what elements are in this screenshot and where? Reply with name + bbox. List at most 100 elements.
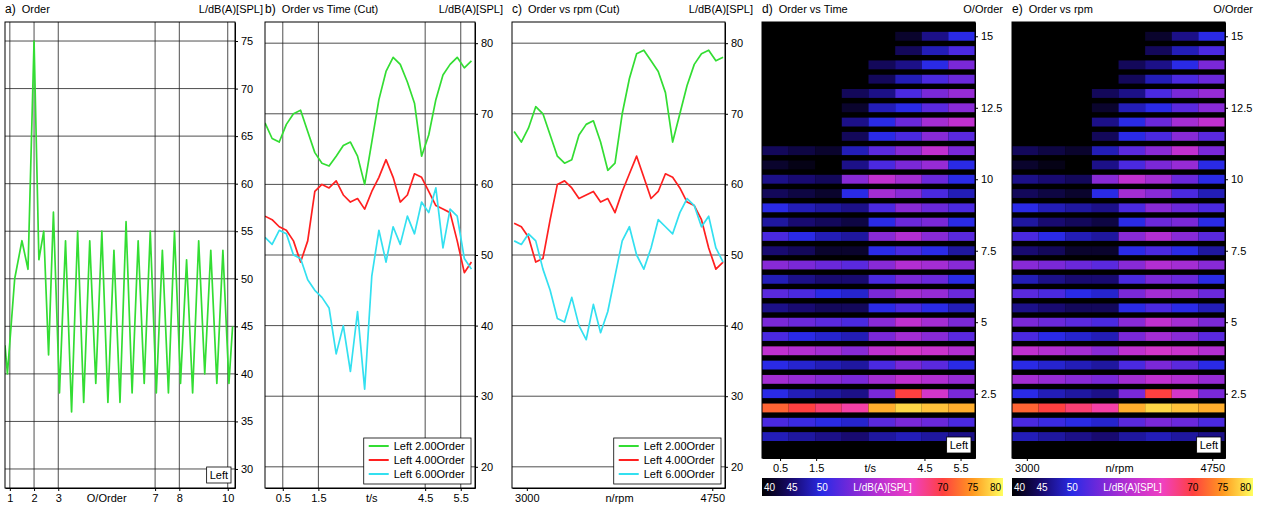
tick-label: 4750: [1201, 462, 1225, 474]
tick: 0.5: [773, 458, 788, 474]
tick-label: 70: [731, 108, 743, 120]
heat-cell: [948, 60, 975, 69]
panel-label: b): [265, 2, 276, 16]
heat-cell: [1092, 46, 1119, 55]
legend-label: Left 4.00Order: [394, 454, 465, 466]
heat-cell: [762, 375, 789, 384]
heat-cell: [842, 361, 869, 370]
heat-cell: [762, 203, 789, 212]
heat-cell: [1012, 275, 1039, 284]
heat-cell: [1145, 361, 1172, 370]
annotation: Left: [1197, 437, 1221, 453]
heat-cell: [1012, 161, 1039, 170]
heat-cell: [1145, 418, 1172, 427]
heat-cell: [842, 203, 869, 212]
heat-cell: [815, 103, 842, 112]
heat-cell: [842, 418, 869, 427]
heat-cell: [789, 118, 816, 127]
heat-cell: [1012, 175, 1039, 184]
heat-cell: [948, 375, 975, 384]
tick-mark: [1225, 36, 1228, 37]
tick: 60: [475, 178, 493, 190]
tick-label: 20: [731, 461, 743, 473]
heat-cell: [1145, 432, 1172, 441]
heat-cell: [869, 246, 896, 255]
plot-frame: [265, 22, 475, 488]
heat-cell: [895, 375, 922, 384]
tick-label: 10: [981, 173, 993, 185]
heat-cell: [922, 261, 949, 270]
heat-cell: [762, 432, 789, 441]
tick: 3000: [1015, 458, 1039, 474]
heat-cell: [895, 218, 922, 227]
heat-cell: [762, 289, 789, 298]
heat-cell: [762, 246, 789, 255]
tick: 2.5: [1225, 388, 1246, 400]
heat-cell: [1119, 303, 1146, 312]
tick-mark: [1225, 251, 1228, 252]
heat-cell: [948, 161, 975, 170]
heat-cell: [1119, 346, 1146, 355]
heat-cell: [1012, 375, 1039, 384]
heat-cell: [1039, 118, 1066, 127]
tick-label: 0.5: [276, 492, 291, 504]
heat-cell: [1198, 89, 1225, 98]
heat-cell: [895, 346, 922, 355]
heat-cell: [842, 46, 869, 55]
marks: [514, 50, 723, 339]
heat-cell: [1172, 375, 1199, 384]
heat-cell: [1198, 375, 1225, 384]
heat-cell: [1065, 46, 1092, 55]
heat-cell: [948, 389, 975, 398]
plot-background: [1012, 22, 1225, 458]
axis-line: [235, 23, 236, 489]
heat-cell: [895, 189, 922, 198]
heat-cell: [1172, 161, 1199, 170]
heat-cell: [1039, 60, 1066, 69]
heat-cell: [1039, 189, 1066, 198]
tick-label: 70: [241, 83, 253, 95]
heat-cell: [1065, 346, 1092, 355]
heat-cell: [762, 189, 789, 198]
heat-cell: [1172, 275, 1199, 284]
heat-cell: [1198, 161, 1225, 170]
tick-mark: [475, 43, 478, 44]
heat-cell: [1039, 432, 1066, 441]
tick-mark: [58, 488, 59, 491]
grid-line: [5, 231, 235, 232]
tick: 1.5: [311, 488, 326, 504]
tick-mark: [725, 326, 728, 327]
chart-title: Order vs rpm: [1029, 3, 1093, 15]
heat-cell: [948, 118, 975, 127]
heat-cell: [1119, 361, 1146, 370]
heat-cell: [1172, 60, 1199, 69]
heat-cell: [948, 89, 975, 98]
colorbar-strip: [1012, 478, 1253, 496]
heat-cell: [1198, 103, 1225, 112]
tick: 7.5: [1225, 245, 1246, 257]
heat-cell: [895, 75, 922, 84]
heat-cell: [815, 375, 842, 384]
heat-cell: [1065, 203, 1092, 212]
heat-cell: [762, 118, 789, 127]
grid-line: [5, 88, 235, 89]
heat-cell: [1198, 275, 1225, 284]
tick-mark: [235, 374, 238, 375]
heat-cell: [895, 261, 922, 270]
data-line: [514, 156, 723, 269]
heat-cell: [1092, 246, 1119, 255]
heat-cell: [1012, 103, 1039, 112]
tick: 70: [475, 108, 493, 120]
heat-cell: [1092, 175, 1119, 184]
heat-cell: [1119, 146, 1146, 155]
heat-cell: [1119, 60, 1146, 69]
heat-cell: [1119, 404, 1146, 413]
tick-label: 65: [241, 130, 253, 142]
heat-cell: [1039, 89, 1066, 98]
heat-cell: [1039, 32, 1066, 41]
grid-line: [227, 22, 228, 488]
heat-cell: [1198, 232, 1225, 241]
tick-mark: [1212, 458, 1213, 461]
heat-cell: [1012, 346, 1039, 355]
heat-cell: [1092, 203, 1119, 212]
